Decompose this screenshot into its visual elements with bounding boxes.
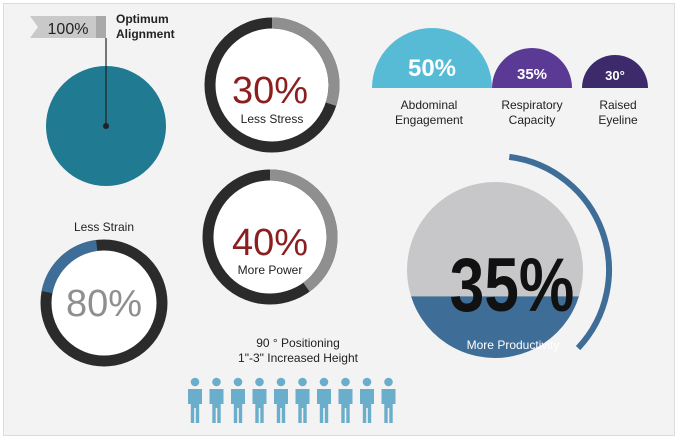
positioning-line1: 90 ° Positioning	[256, 336, 340, 350]
power-ring-group: 40% More Power	[202, 169, 338, 305]
power-ring-progress	[269, 169, 338, 292]
alignment-pin-dot	[103, 123, 109, 129]
stress-ring-progress	[271, 17, 340, 106]
semicircle-label-1-line1: Respiratory	[501, 98, 562, 112]
productivity-group: 35% More Productivity	[407, 153, 612, 358]
stress-label: Less Stress	[241, 112, 304, 126]
person-icon	[231, 377, 245, 423]
people-row	[188, 377, 396, 423]
person-icon	[252, 377, 267, 423]
stress-ring-group: 30% Less Stress	[204, 17, 340, 153]
strain-ring-track	[40, 239, 168, 367]
alignment-group: 100% Optimum Alignment	[30, 12, 175, 186]
person-icon	[209, 377, 224, 423]
positioning-line2: 1"-3" Increased Height	[238, 351, 359, 365]
alignment-label-line2: Alignment	[116, 27, 175, 41]
semicircle-purple	[492, 48, 572, 88]
productivity-outer-arc	[508, 153, 612, 351]
person-icon	[360, 377, 374, 423]
person-icon	[317, 377, 331, 423]
semicircle-label-0-line1: Abdominal	[401, 98, 458, 112]
semicircle-navy	[582, 55, 648, 88]
alignment-flag-fold	[96, 16, 106, 38]
power-value: 40%	[232, 222, 308, 264]
semicircle-light-blue	[372, 28, 492, 88]
power-label: More Power	[238, 263, 303, 277]
semicircle-label-2-line2: Eyeline	[598, 113, 638, 127]
stress-value: 30%	[232, 70, 308, 112]
positioning-group: 90 ° Positioning 1"-3" Increased Height	[188, 336, 396, 423]
strain-ring-progress	[41, 240, 98, 294]
productivity-label: More Productivity	[467, 338, 560, 352]
semicircle-label-1-line2: Capacity	[509, 113, 556, 127]
person-icon	[295, 377, 310, 423]
person-icon	[188, 377, 202, 423]
strain-ring-group: Less Strain 80%	[40, 220, 168, 367]
person-icon	[381, 377, 396, 423]
alignment-label-line1: Optimum	[116, 12, 169, 26]
semicircle-value-2: 30°	[605, 68, 625, 83]
semicircle-label-0-line2: Engagement	[395, 113, 464, 127]
semicircle-value-0: 50%	[408, 55, 456, 82]
productivity-value: 35%	[450, 242, 575, 327]
alignment-flag	[30, 16, 104, 38]
alignment-flag-value: 100%	[48, 21, 89, 38]
semicircle-value-1: 35%	[517, 66, 547, 83]
semicircle-label-2-line1: Raised	[599, 98, 636, 112]
person-icon	[338, 377, 353, 423]
semicircle-group: 50% Abdominal Engagement 35% Respiratory…	[372, 28, 648, 127]
strain-value: 80%	[66, 283, 142, 325]
strain-title: Less Strain	[74, 220, 134, 234]
person-icon	[274, 377, 288, 423]
